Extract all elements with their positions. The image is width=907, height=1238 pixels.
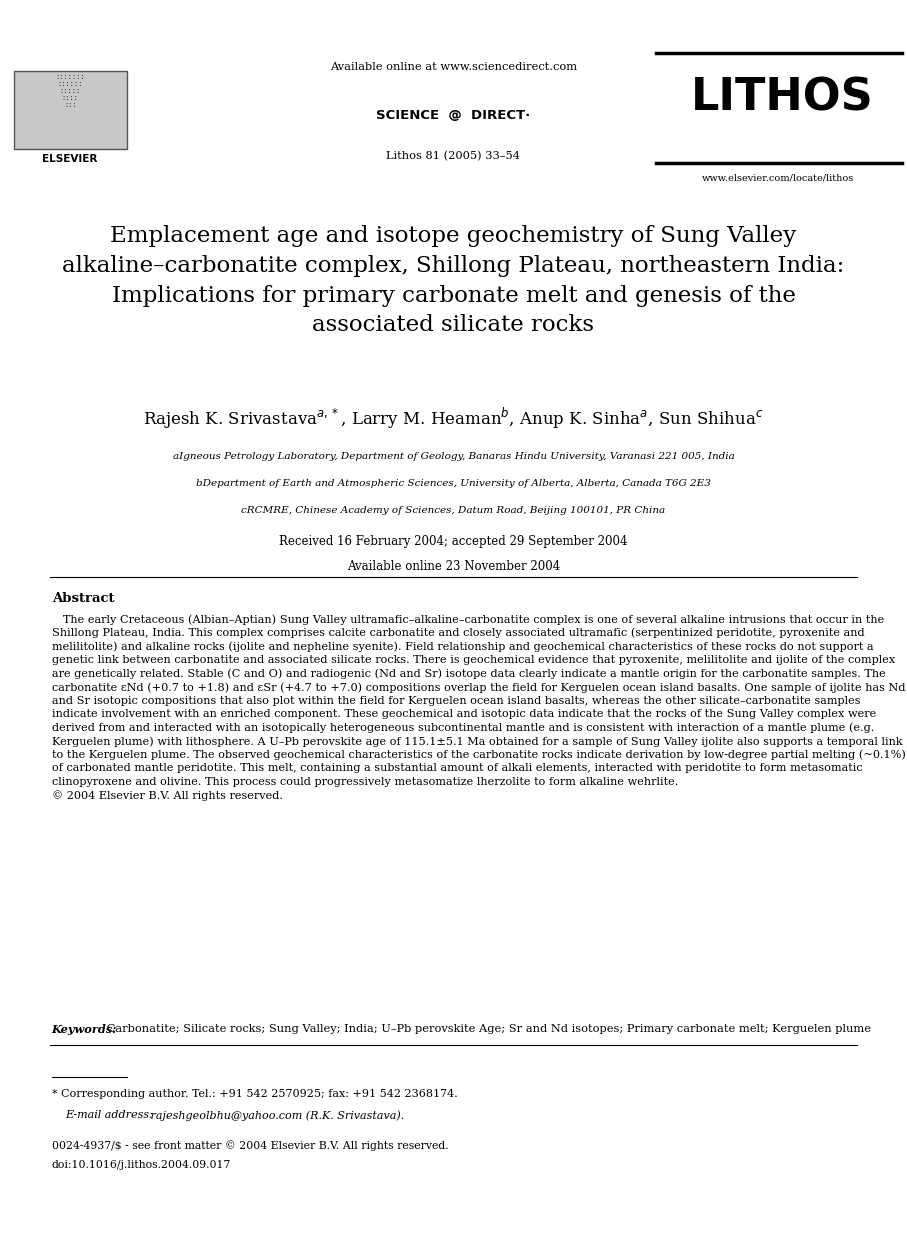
Text: LITHOS: LITHOS (690, 77, 873, 120)
Text: Abstract: Abstract (52, 592, 114, 605)
Text: Received 16 February 2004; accepted 29 September 2004: Received 16 February 2004; accepted 29 S… (279, 535, 628, 548)
Text: Emplacement age and isotope geochemistry of Sung Valley
alkaline–carbonatite com: Emplacement age and isotope geochemistry… (63, 225, 844, 337)
Bar (14, 71, 127, 149)
Text: Carbonatite; Silicate rocks; Sung Valley; India; U–Pb perovskite Age; Sr and Nd : Carbonatite; Silicate rocks; Sung Valley… (103, 1024, 872, 1034)
Text: cRCMRE, Chinese Academy of Sciences, Datum Road, Beijing 100101, PR China: cRCMRE, Chinese Academy of Sciences, Dat… (241, 506, 666, 515)
Text: The early Cretaceous (Albian–Aptian) Sung Valley ultramafic–alkaline–carbonatite: The early Cretaceous (Albian–Aptian) Sun… (52, 614, 905, 801)
Text: Available online 23 November 2004: Available online 23 November 2004 (346, 560, 561, 573)
Text: :::::::
::::::
:::::
::::
:::: ::::::: :::::: ::::: :::: ::: (55, 74, 85, 108)
Text: * Corresponding author. Tel.: +91 542 2570925; fax: +91 542 2368174.: * Corresponding author. Tel.: +91 542 25… (52, 1089, 457, 1099)
Text: doi:10.1016/j.lithos.2004.09.017: doi:10.1016/j.lithos.2004.09.017 (52, 1160, 231, 1170)
Text: bDepartment of Earth and Atmospheric Sciences, University of Alberta, Alberta, C: bDepartment of Earth and Atmospheric Sci… (196, 479, 711, 488)
Text: ELSEVIER: ELSEVIER (42, 154, 98, 163)
Text: E-mail address:: E-mail address: (65, 1110, 153, 1120)
Text: Lithos 81 (2005) 33–54: Lithos 81 (2005) 33–54 (386, 151, 521, 161)
Text: Rajesh K. Srivastava$^{a,*}$, Larry M. Heaman$^{b}$, Anup K. Sinha$^{a}$, Sun Sh: Rajesh K. Srivastava$^{a,*}$, Larry M. H… (143, 406, 764, 431)
Text: 0024-4937/$ - see front matter © 2004 Elsevier B.V. All rights reserved.: 0024-4937/$ - see front matter © 2004 El… (52, 1140, 448, 1151)
Text: rajeshgeolbhu@yahoo.com (R.K. Srivastava).: rajeshgeolbhu@yahoo.com (R.K. Srivastava… (147, 1110, 405, 1122)
Text: aIgneous Petrology Laboratory, Department of Geology, Banaras Hindu University, : aIgneous Petrology Laboratory, Departmen… (172, 452, 735, 461)
Text: www.elsevier.com/locate/lithos: www.elsevier.com/locate/lithos (702, 173, 854, 182)
Text: Keywords:: Keywords: (52, 1024, 117, 1035)
Text: Available online at www.sciencedirect.com: Available online at www.sciencedirect.co… (330, 62, 577, 72)
Text: SCIENCE  @  DIRECT·: SCIENCE @ DIRECT· (376, 109, 531, 123)
